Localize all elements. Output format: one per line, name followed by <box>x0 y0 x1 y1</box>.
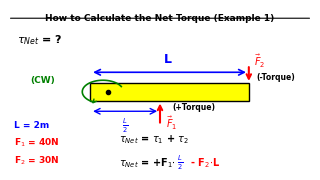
Text: (CW): (CW) <box>30 76 55 85</box>
Text: (-Torque): (-Torque) <box>257 73 295 82</box>
Text: L: L <box>164 53 172 66</box>
Text: $\frac{L}{2}$: $\frac{L}{2}$ <box>178 154 184 172</box>
Text: $\frac{L}{2}$: $\frac{L}{2}$ <box>122 117 128 135</box>
Text: $\tau_{Net}$ = +F$_1$$\cdot$: $\tau_{Net}$ = +F$_1$$\cdot$ <box>119 156 175 170</box>
Text: L = 2m: L = 2m <box>14 121 49 130</box>
Text: $\tau_{Net}$ = ?: $\tau_{Net}$ = ? <box>17 33 63 47</box>
Text: $\tau_{Net}$ = $\tau_1$ + $\tau_2$: $\tau_{Net}$ = $\tau_1$ + $\tau_2$ <box>119 133 189 146</box>
Text: $\vec{F}_2$: $\vec{F}_2$ <box>253 53 265 70</box>
Text: - F$_2$$\cdot$L: - F$_2$$\cdot$L <box>187 156 220 170</box>
FancyBboxPatch shape <box>90 83 249 101</box>
Text: How to Calculate the Net Torque (Example 1): How to Calculate the Net Torque (Example… <box>45 14 275 23</box>
Text: $\vec{F}_1$: $\vec{F}_1$ <box>166 115 178 132</box>
Text: F$_1$ = 40N: F$_1$ = 40N <box>14 137 60 149</box>
Text: (+Torque): (+Torque) <box>173 103 216 112</box>
Text: F$_2$ = 30N: F$_2$ = 30N <box>14 155 60 167</box>
